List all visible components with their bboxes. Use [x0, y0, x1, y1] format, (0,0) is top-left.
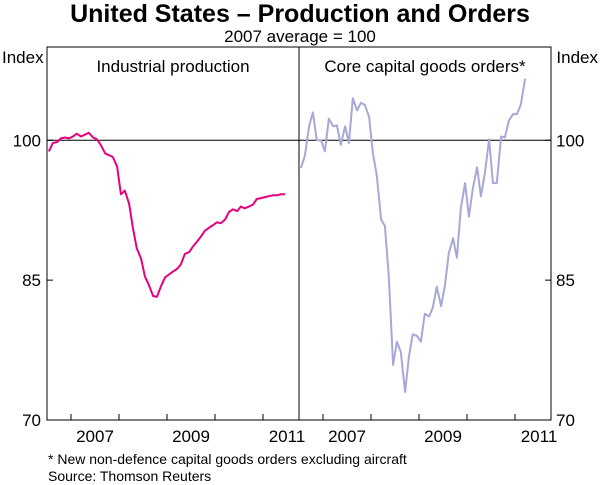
axis-ticks: 70 70 85 85 100 100 2007 2009 2011 2007 2009 2011: [13, 131, 585, 446]
panel-title-core-capital-goods: Core capital goods orders*: [324, 57, 526, 76]
x-tick-label-2009: 2009: [172, 427, 210, 446]
data-series: [47, 78, 527, 393]
x-tick-label-2011: 2011: [269, 427, 306, 446]
y-tick-label-right: 85: [556, 271, 575, 290]
source-note: Source: Thomson Reuters: [48, 468, 211, 484]
y-tick-label-left: 85: [22, 271, 41, 290]
x-tick-label-2011: 2011: [521, 427, 558, 446]
y-tick-label-left: 70: [22, 411, 41, 430]
series-line-industrial-production: [47, 131, 286, 298]
chart-title: United States – Production and Orders: [70, 0, 530, 28]
y-tick-label-right: 70: [556, 411, 575, 430]
x-tick-label-2007: 2007: [328, 427, 366, 446]
footnote: * New non-defence capital goods orders e…: [48, 451, 407, 467]
y-axis-label-right: Index: [556, 48, 598, 67]
y-axis-label-left: Index: [2, 48, 44, 67]
x-tick-label-2007: 2007: [76, 427, 114, 446]
y-tick-label-right: 100: [556, 131, 584, 150]
series-line-core-capital-goods-orders: [299, 78, 527, 393]
x-tick-label-2009: 2009: [424, 427, 462, 446]
panel-title-industrial-production: Industrial production: [96, 57, 249, 76]
y-tick-label-left: 100: [13, 131, 41, 150]
chart-subtitle: 2007 average = 100: [224, 27, 376, 46]
